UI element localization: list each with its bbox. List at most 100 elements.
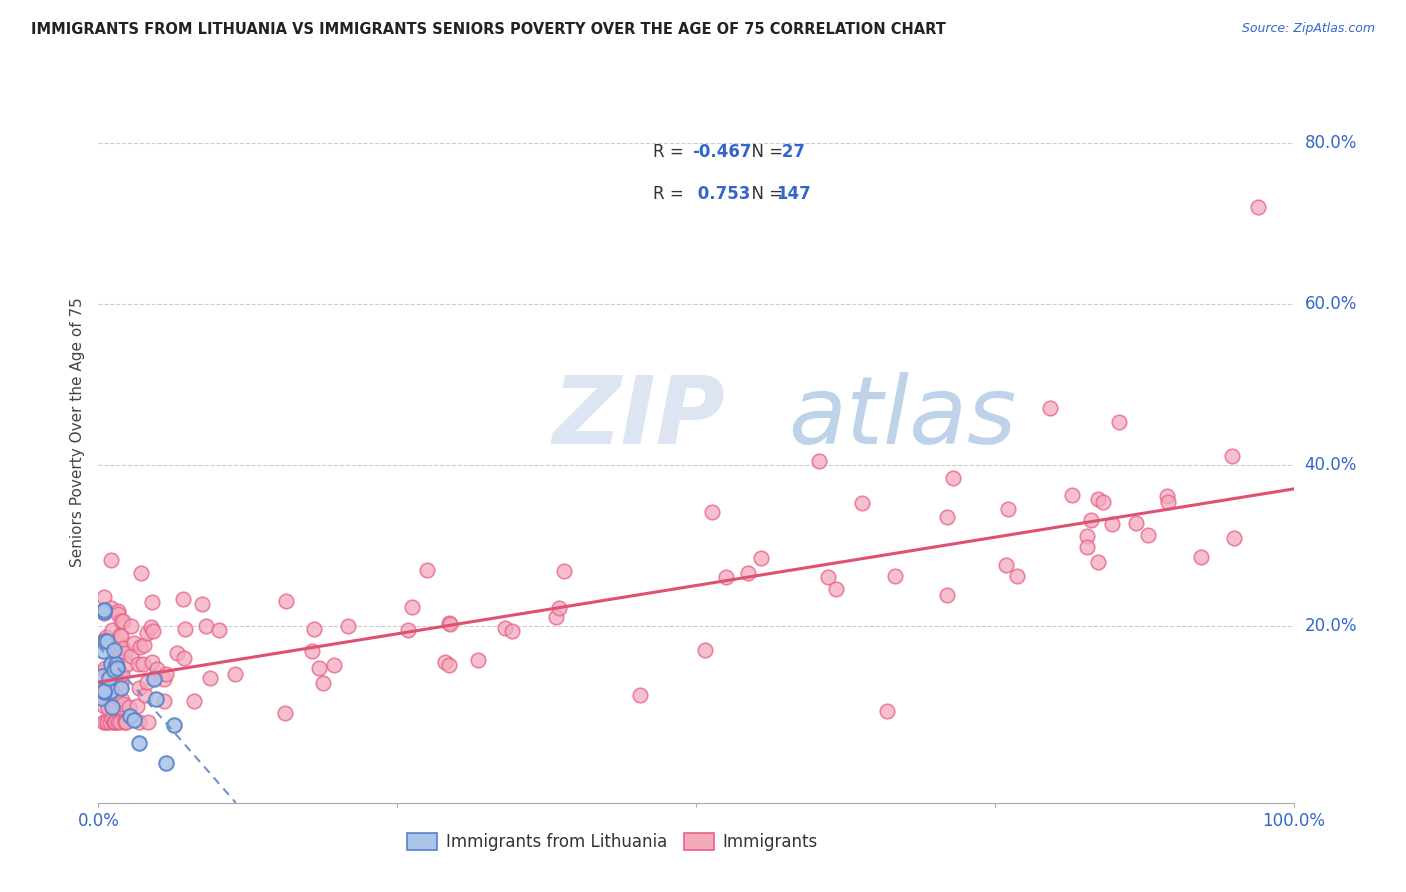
Point xyxy=(198,672,221,686)
Point xyxy=(93,715,115,730)
Text: 147: 147 xyxy=(776,185,811,202)
Point xyxy=(163,718,186,732)
Point xyxy=(100,712,122,726)
Point xyxy=(1125,516,1147,530)
Point xyxy=(143,672,166,686)
Point xyxy=(98,671,121,685)
Point xyxy=(807,454,830,468)
Point xyxy=(108,665,131,680)
Point xyxy=(93,602,115,616)
Point xyxy=(142,624,165,639)
Text: -0.467: -0.467 xyxy=(692,143,752,161)
Point xyxy=(546,609,568,624)
Point xyxy=(103,643,125,657)
Point xyxy=(437,658,460,673)
Point xyxy=(100,683,122,698)
Point xyxy=(93,684,115,698)
Point xyxy=(997,501,1019,516)
Point xyxy=(1062,487,1084,501)
Point xyxy=(136,675,159,690)
Point xyxy=(111,693,134,707)
Point xyxy=(93,715,115,730)
Point xyxy=(110,675,132,690)
Point xyxy=(97,682,120,697)
Point xyxy=(139,620,162,634)
Point xyxy=(547,601,569,615)
Point xyxy=(145,692,167,706)
Point xyxy=(501,624,523,638)
Point xyxy=(194,619,217,633)
Point xyxy=(91,669,114,683)
Point xyxy=(103,715,125,730)
Point xyxy=(98,688,121,702)
Point xyxy=(716,569,738,583)
Point xyxy=(96,715,118,730)
Text: N =: N = xyxy=(741,143,789,161)
Text: atlas: atlas xyxy=(787,372,1017,463)
Point xyxy=(129,566,152,580)
Point xyxy=(274,706,297,720)
Y-axis label: Seniors Poverty Over the Age of 75: Seniors Poverty Over the Age of 75 xyxy=(70,298,86,567)
Point xyxy=(114,646,136,660)
Point xyxy=(1247,200,1270,214)
Text: R =: R = xyxy=(652,143,689,161)
Point xyxy=(93,605,115,619)
Point xyxy=(146,662,169,676)
Point xyxy=(115,657,138,671)
Point xyxy=(114,715,136,730)
Point xyxy=(93,602,115,616)
Point xyxy=(93,699,115,714)
Point xyxy=(302,622,325,636)
Point xyxy=(1080,513,1102,527)
Point xyxy=(935,509,957,524)
Point xyxy=(94,661,117,675)
Point xyxy=(737,566,759,581)
Point xyxy=(93,607,115,621)
Text: 0.753: 0.753 xyxy=(692,185,751,202)
Point xyxy=(1137,527,1160,541)
Point xyxy=(128,715,150,730)
Point xyxy=(166,646,188,660)
Point xyxy=(153,672,176,686)
Text: 40.0%: 40.0% xyxy=(1305,456,1357,474)
Point xyxy=(108,647,131,661)
Point xyxy=(122,713,145,727)
Point xyxy=(337,619,360,633)
Point xyxy=(312,675,335,690)
Point xyxy=(1007,569,1029,583)
Point xyxy=(1076,541,1098,555)
Point xyxy=(115,715,138,730)
Point xyxy=(110,715,132,730)
Point xyxy=(120,708,142,723)
Point xyxy=(94,634,117,648)
Point xyxy=(434,655,457,669)
Text: 20.0%: 20.0% xyxy=(1305,616,1357,635)
Point xyxy=(110,630,132,644)
Point xyxy=(628,688,651,702)
Point xyxy=(702,504,724,518)
Text: 60.0%: 60.0% xyxy=(1305,295,1357,313)
Point xyxy=(105,660,128,674)
Point xyxy=(120,619,142,633)
Point xyxy=(439,617,461,632)
Point xyxy=(141,595,163,609)
Point xyxy=(1101,517,1123,532)
Point xyxy=(1087,491,1109,506)
Point xyxy=(749,550,772,565)
Point xyxy=(107,636,129,650)
Point xyxy=(100,699,122,714)
Text: R =: R = xyxy=(652,185,689,202)
Point xyxy=(1039,401,1062,416)
Point xyxy=(155,667,177,681)
Point xyxy=(111,614,134,628)
Point xyxy=(141,655,163,669)
Point xyxy=(1108,416,1130,430)
Point xyxy=(107,715,129,730)
Point xyxy=(207,623,229,637)
Point xyxy=(110,681,132,696)
Point xyxy=(128,640,150,655)
Point xyxy=(439,615,461,630)
Point xyxy=(183,694,205,708)
Point xyxy=(173,622,195,636)
Point xyxy=(97,700,120,714)
